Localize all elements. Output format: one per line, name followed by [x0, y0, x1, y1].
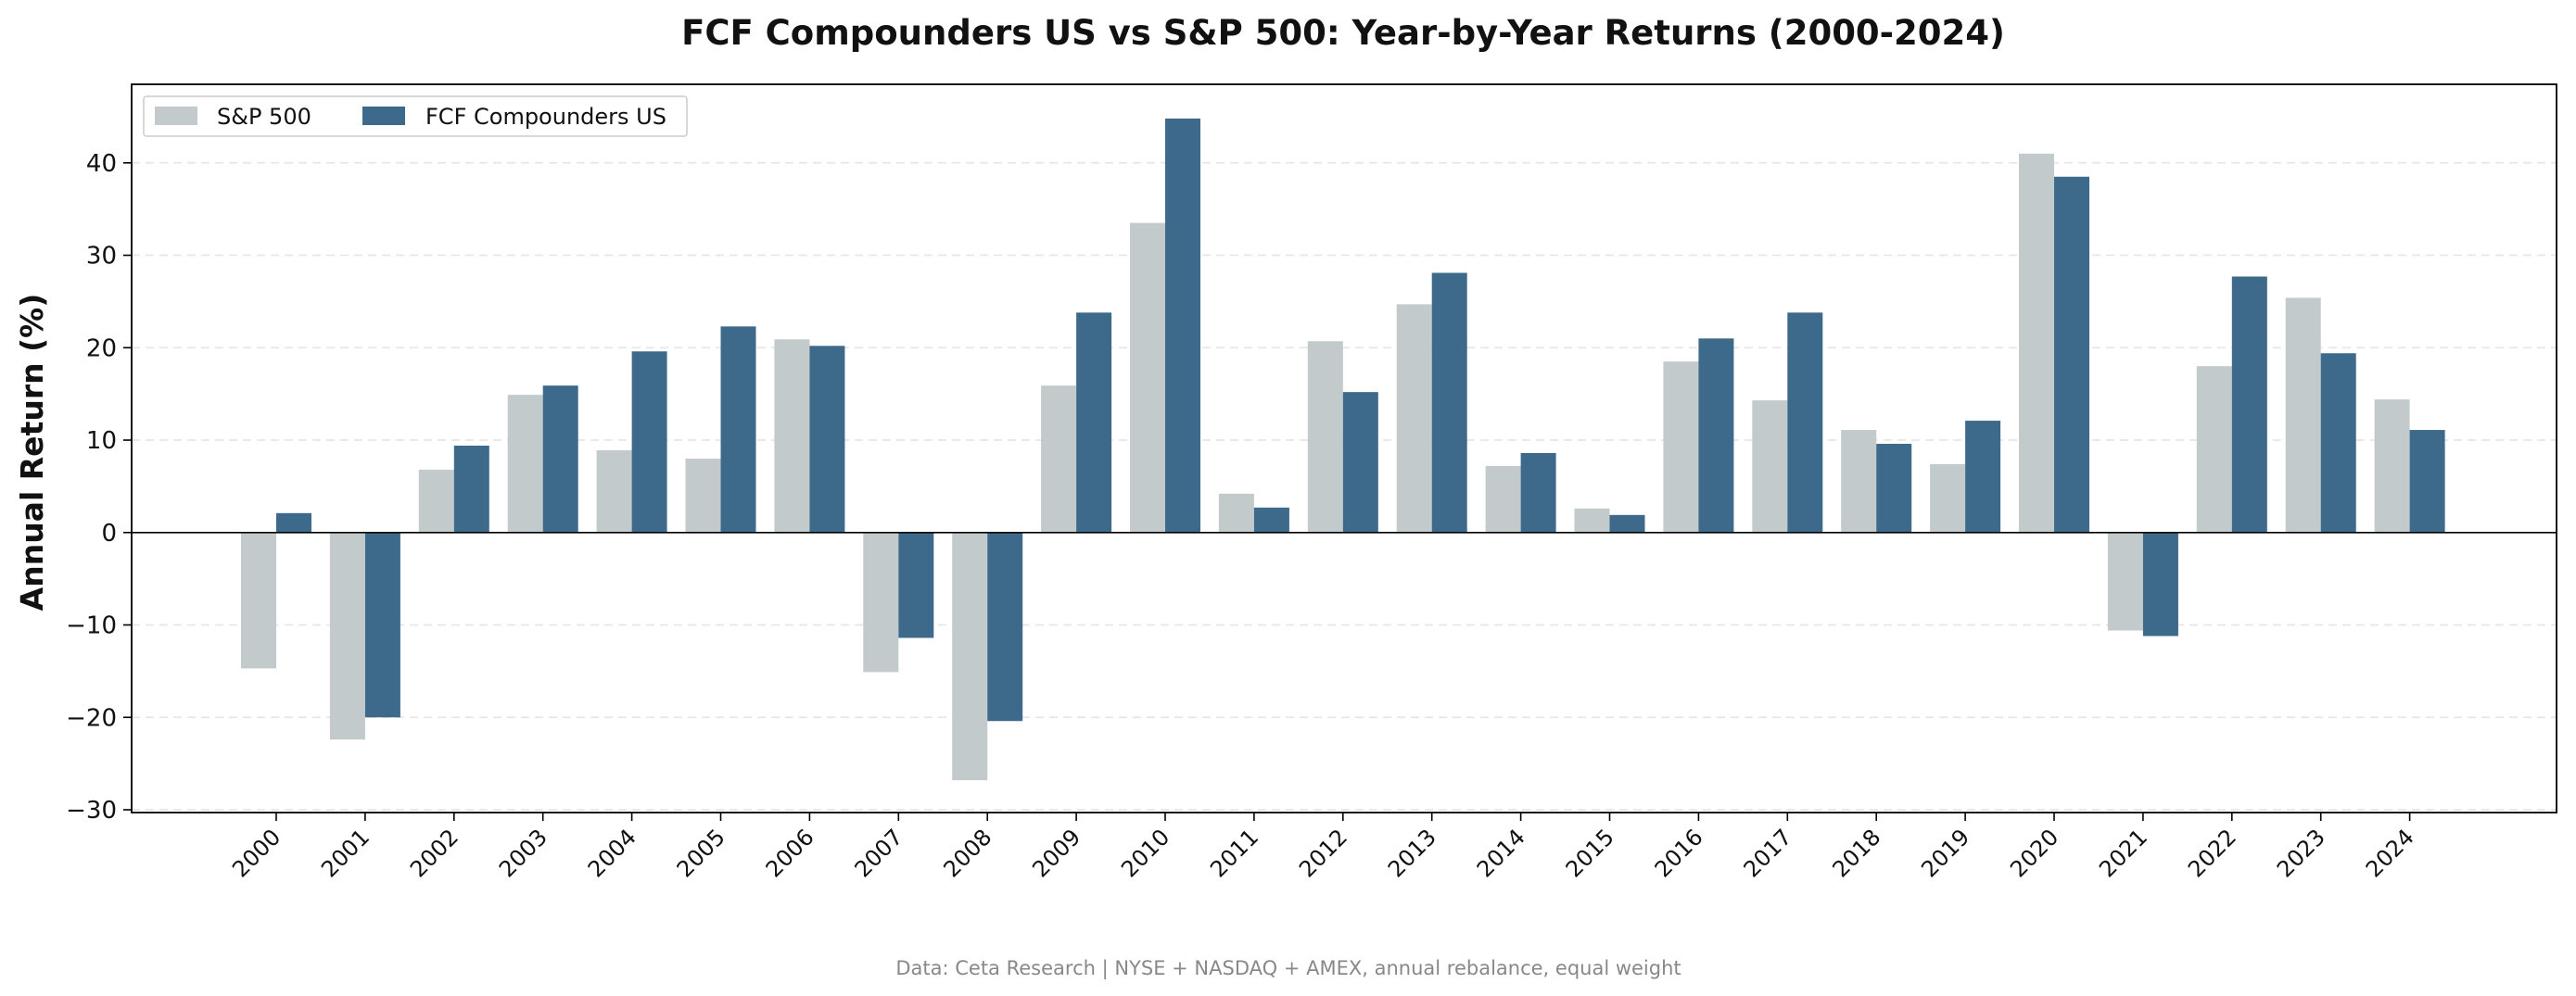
- bar-fcf-2013: [1431, 272, 1467, 533]
- bar-sp500-2024: [2374, 399, 2410, 533]
- legend: S&P 500 FCF Compounders US: [143, 95, 688, 137]
- bar-sp500-2003: [507, 395, 543, 533]
- bar-fcf-2024: [2409, 430, 2445, 533]
- bar-fcf-2008: [987, 532, 1023, 722]
- bar-fcf-2007: [898, 532, 934, 638]
- y-tick-label: −10: [66, 612, 117, 640]
- bar-fcf-2009: [1076, 312, 1112, 533]
- bar-fcf-2014: [1520, 452, 1556, 533]
- x-tick-label: 2020: [2005, 824, 2063, 882]
- bar-fcf-2005: [720, 326, 756, 533]
- x-tick-label: 2005: [672, 824, 730, 882]
- legend-swatch-fcf: [362, 107, 405, 125]
- y-tick-label: −30: [66, 797, 117, 825]
- bar-fcf-2015: [1609, 514, 1645, 533]
- bar-sp500-2010: [1130, 222, 1165, 533]
- bar-sp500-2006: [774, 339, 810, 533]
- x-tick-label: 2013: [1383, 824, 1441, 882]
- bar-fcf-2006: [809, 346, 845, 533]
- y-tick-label: 10: [86, 427, 117, 455]
- y-tick-label: −20: [66, 704, 117, 732]
- bar-fcf-2023: [2320, 353, 2356, 533]
- bar-fcf-2002: [453, 446, 489, 533]
- x-tick-label: 2009: [1027, 824, 1085, 882]
- bar-sp500-2016: [1663, 361, 1699, 533]
- bar-sp500-2009: [1041, 385, 1077, 533]
- legend-box: [143, 95, 688, 137]
- x-tick-label: 2006: [761, 824, 819, 882]
- y-tick-label: 20: [86, 334, 117, 362]
- bar-sp500-2004: [596, 449, 632, 533]
- bar-fcf-2017: [1787, 312, 1823, 533]
- bar-sp500-2022: [2196, 366, 2232, 533]
- bar-sp500-2015: [1574, 508, 1610, 533]
- x-tick-label: 2022: [2183, 824, 2241, 882]
- x-tick-label: 2007: [850, 824, 908, 882]
- y-axis-ticks: −30 −20 −10 0 10 20 30 40: [66, 150, 132, 825]
- x-tick-label: 2012: [1294, 824, 1352, 882]
- bar-fcf-2020: [2054, 176, 2089, 533]
- bar-fcf-2010: [1165, 118, 1200, 533]
- bar-sp500-2005: [685, 458, 721, 533]
- x-tick-label: 2024: [2361, 824, 2419, 882]
- source-note: Data: Ceta Research | NYSE + NASDAQ + AM…: [895, 957, 1681, 980]
- bar-fcf-2021: [2142, 532, 2178, 637]
- x-tick-label: 2019: [1916, 824, 1974, 882]
- x-tick-label: 2000: [227, 824, 286, 882]
- bar-fcf-2001: [364, 532, 400, 718]
- bar-fcf-2003: [542, 385, 578, 533]
- bar-sp500-2018: [1841, 430, 1877, 533]
- bar-fcf-2000: [276, 512, 311, 533]
- x-tick-label: 2021: [2094, 824, 2152, 882]
- bar-fcf-2011: [1253, 507, 1289, 533]
- bar-sp500-2019: [1930, 463, 1966, 533]
- legend-label-fcf: FCF Compounders US: [425, 104, 666, 130]
- bar-fcf-2018: [1876, 444, 1912, 533]
- x-tick-label: 2018: [1827, 824, 1885, 882]
- x-axis-ticks: 2000 2001 2002 2003 2004 2005 2006 2007 2008 2009…: [227, 813, 2419, 882]
- bar-sp500-2017: [1752, 400, 1788, 533]
- x-tick-label: 2010: [1116, 824, 1174, 882]
- x-tick-label: 2014: [1472, 824, 1530, 882]
- bar-sp500-2014: [1485, 465, 1521, 533]
- legend-swatch-sp500: [155, 107, 197, 125]
- bar-fcf-2022: [2231, 276, 2267, 533]
- x-tick-label: 2001: [316, 824, 374, 882]
- x-tick-label: 2003: [494, 824, 552, 882]
- bar-sp500-2012: [1307, 341, 1343, 533]
- chart-title: FCF Compounders US vs S&P 500: Year-by-Y…: [681, 13, 2005, 53]
- bar-sp500-2001: [329, 532, 365, 740]
- y-tick-label: 30: [86, 243, 117, 271]
- x-tick-label: 2008: [938, 824, 996, 882]
- bar-fcf-2019: [1965, 421, 2001, 533]
- y-tick-label: 0: [101, 520, 117, 548]
- x-tick-label: 2011: [1205, 824, 1263, 882]
- bars: [132, 118, 2557, 781]
- bar-sp500-2020: [2019, 153, 2054, 533]
- x-tick-label: 2023: [2272, 824, 2330, 882]
- y-axis-label: Annual Return (%): [14, 294, 50, 611]
- bar-fcf-2004: [631, 351, 667, 533]
- bar-sp500-2008: [952, 532, 988, 781]
- bar-fcf-2016: [1698, 338, 1734, 533]
- x-tick-label: 2015: [1561, 824, 1619, 882]
- bar-sp500-2013: [1396, 304, 1432, 533]
- bar-sp500-2007: [863, 532, 899, 673]
- bar-sp500-2002: [418, 469, 454, 533]
- bar-sp500-2000: [241, 532, 276, 669]
- x-tick-label: 2004: [583, 824, 641, 882]
- bar-sp500-2023: [2285, 297, 2321, 533]
- plot-frame: [131, 83, 2557, 813]
- legend-label-sp500: S&P 500: [217, 104, 311, 130]
- x-tick-label: 2002: [405, 824, 463, 882]
- bar-fcf-2012: [1342, 392, 1378, 533]
- bar-sp500-2011: [1218, 493, 1254, 533]
- x-tick-label: 2017: [1739, 824, 1797, 882]
- bar-sp500-2021: [2107, 532, 2143, 631]
- x-tick-label: 2016: [1650, 824, 1708, 882]
- y-tick-label: 40: [86, 150, 117, 178]
